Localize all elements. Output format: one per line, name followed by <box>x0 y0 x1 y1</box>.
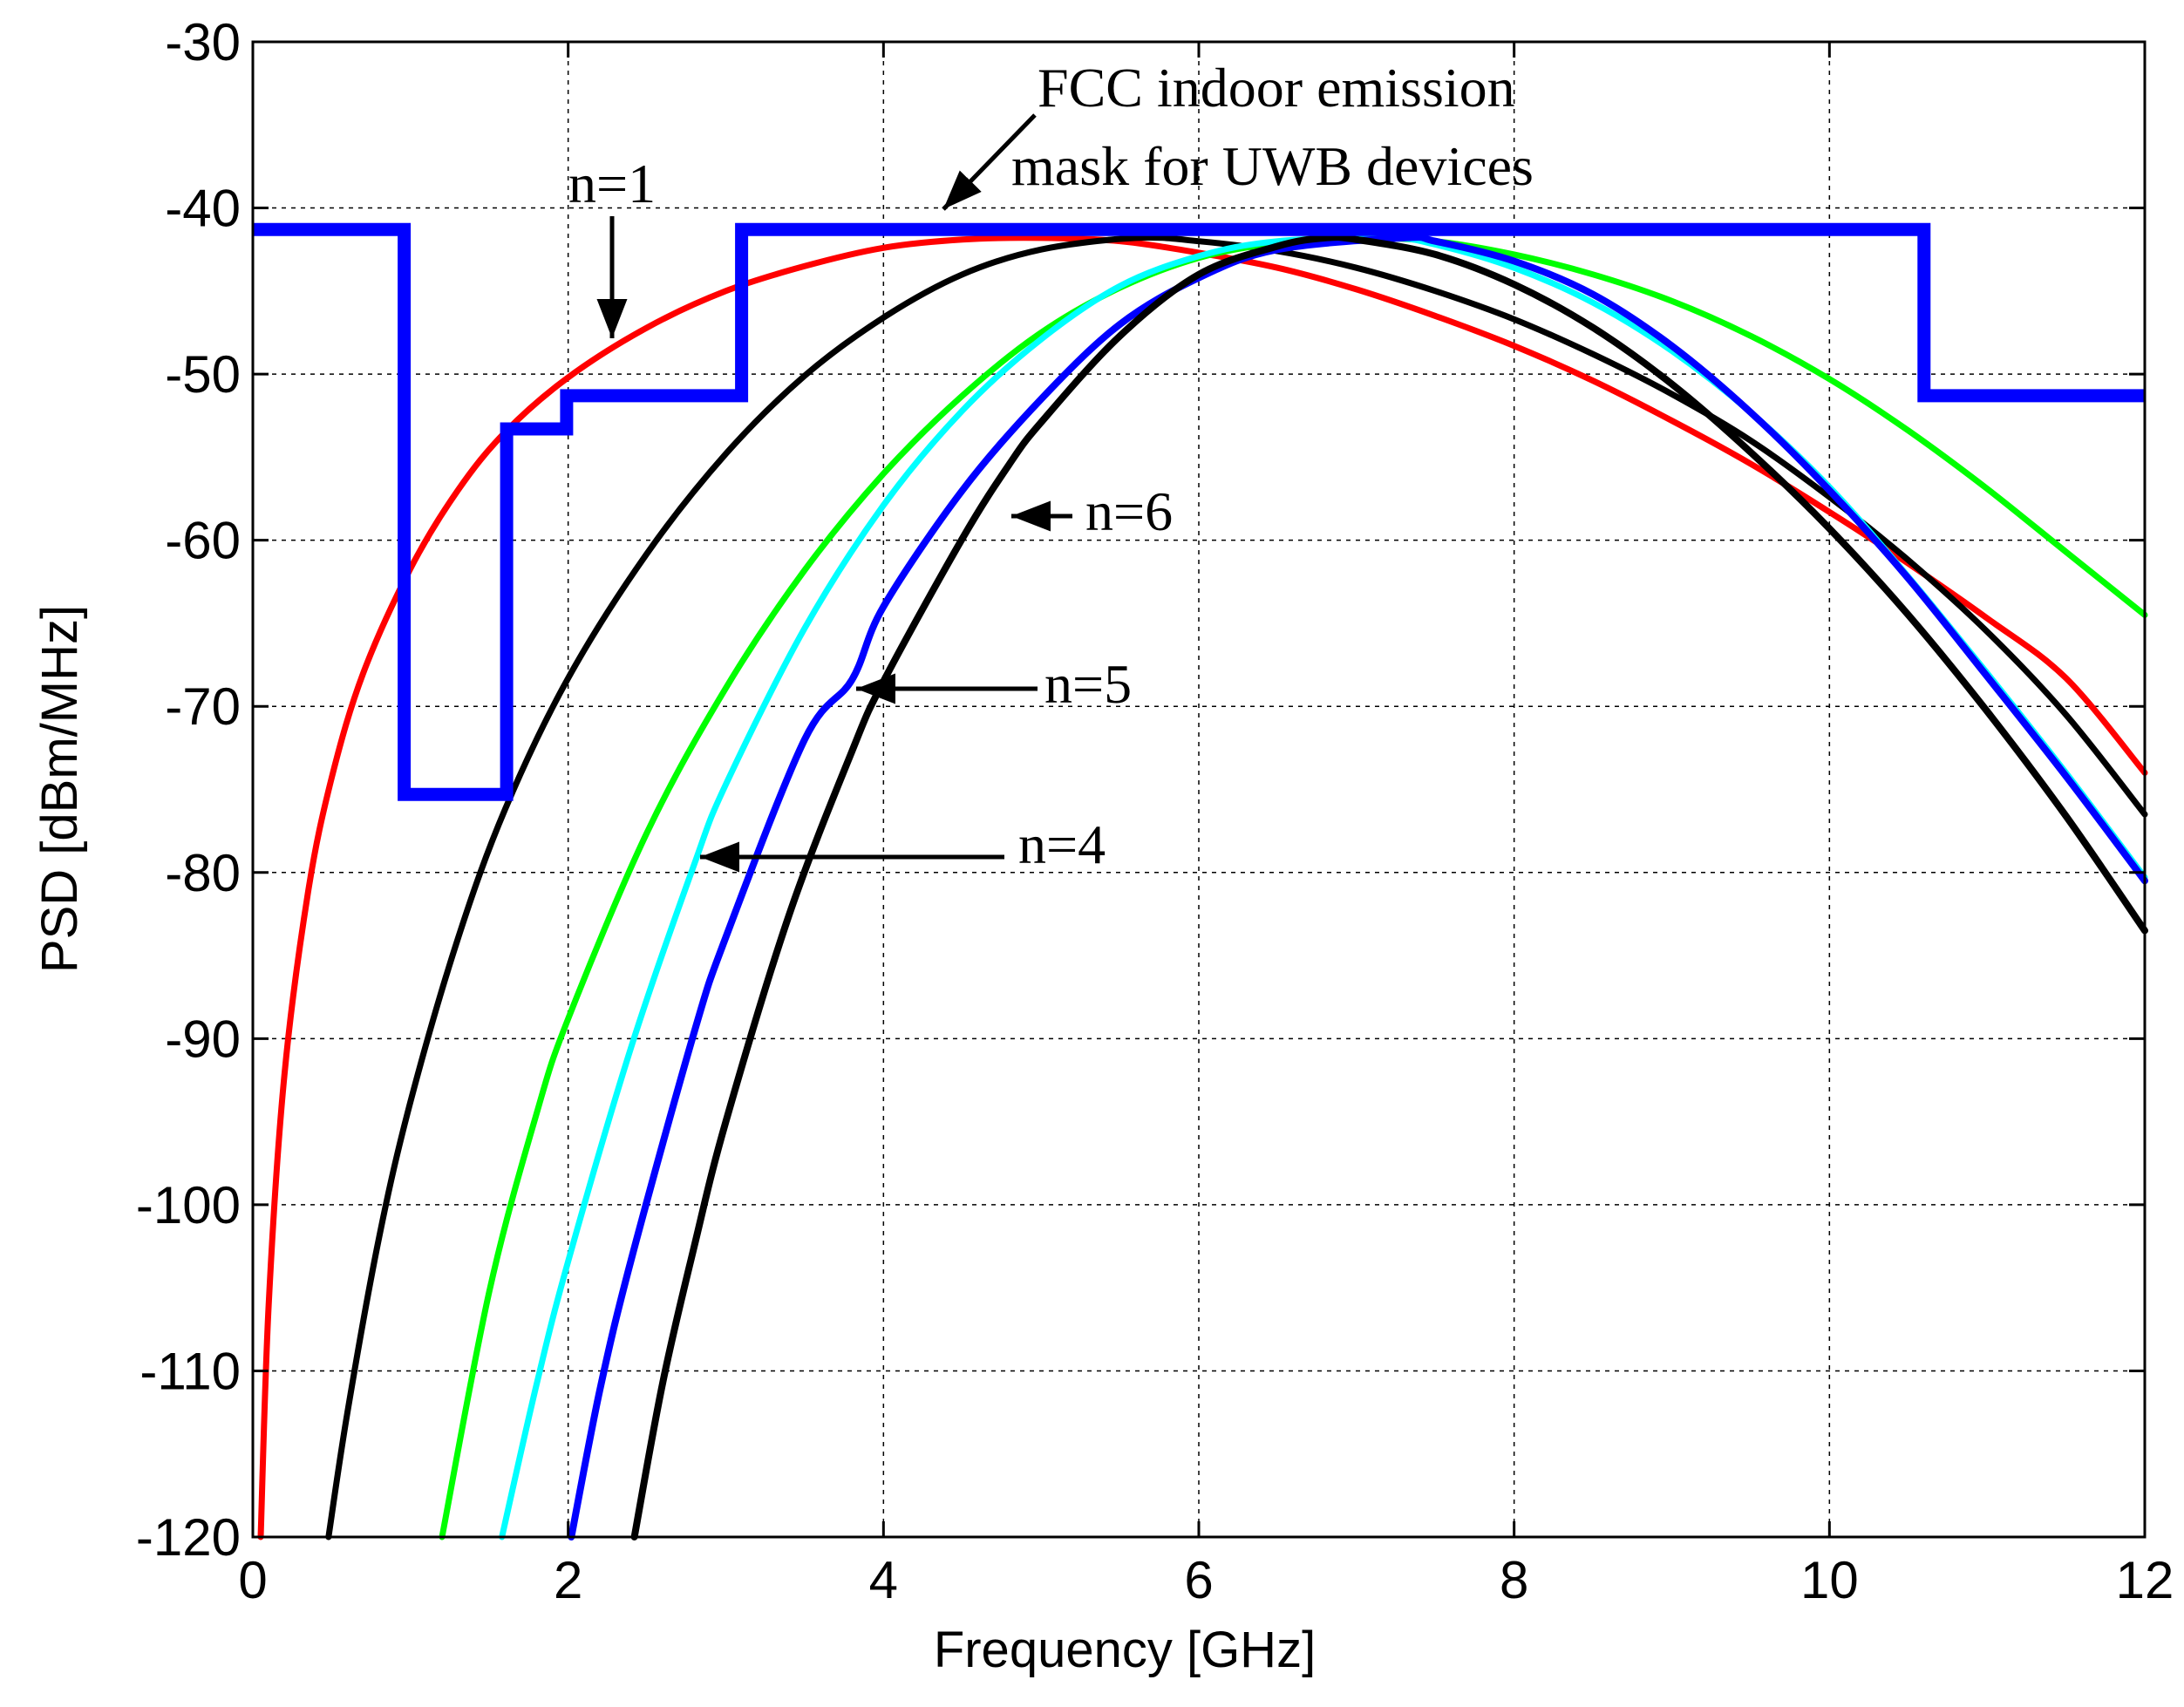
y-tick-label: -30 <box>165 13 241 71</box>
fcc-mask-line <box>253 222 2145 801</box>
fcc-annotation-line-2: mask for UWB devices <box>1011 135 1534 197</box>
y-tick-label: -70 <box>165 677 241 736</box>
y-tick-label: -60 <box>165 512 241 570</box>
fcc-annotation-arrow <box>942 113 1037 211</box>
psd-curves <box>257 234 2148 1540</box>
x-tick-label: 0 <box>238 1551 267 1609</box>
n5-annotation: n=5 <box>1044 653 1132 715</box>
psd-curve-n6 <box>630 234 2148 1540</box>
y-tick-label: -100 <box>136 1176 241 1234</box>
x-tick-label: 4 <box>869 1551 898 1609</box>
y-tick-label: -50 <box>165 345 241 404</box>
x-tick-label: 10 <box>1800 1551 1859 1609</box>
x-tick-label: 2 <box>554 1551 582 1609</box>
grid <box>253 42 2145 1537</box>
axis-ticks: 0 2 4 6 8 10 12 -30 -40 -50 -60 -70 -80 -90 -100 -110 -1… <box>136 13 2174 1609</box>
n6-annotation: n=6 <box>1085 480 1173 542</box>
x-axis-label: Frequency [GHz] <box>934 1622 1316 1678</box>
fcc-mask <box>253 222 2145 801</box>
n4-annotation: n=4 <box>1018 813 1106 875</box>
plot-background <box>253 42 2145 1537</box>
n1-annotation: n=1 <box>568 153 656 214</box>
x-tick-label: 6 <box>1184 1551 1213 1609</box>
y-tick-label: -120 <box>136 1508 241 1567</box>
x-tick-label: 8 <box>1500 1551 1528 1609</box>
y-tick-label: -90 <box>165 1010 241 1068</box>
y-tick-label: -80 <box>165 844 241 902</box>
y-tick-label: -110 <box>139 1342 241 1400</box>
fcc-annotation-line-1: FCC indoor emission <box>1038 57 1515 119</box>
y-tick-label: -40 <box>165 180 241 238</box>
y-axis-label: PSD [dBm/MHz] <box>31 605 88 973</box>
psd-curve-n1 <box>257 235 2148 1540</box>
x-tick-label: 12 <box>2116 1551 2174 1609</box>
psd-curve-n2 <box>325 234 2148 1540</box>
